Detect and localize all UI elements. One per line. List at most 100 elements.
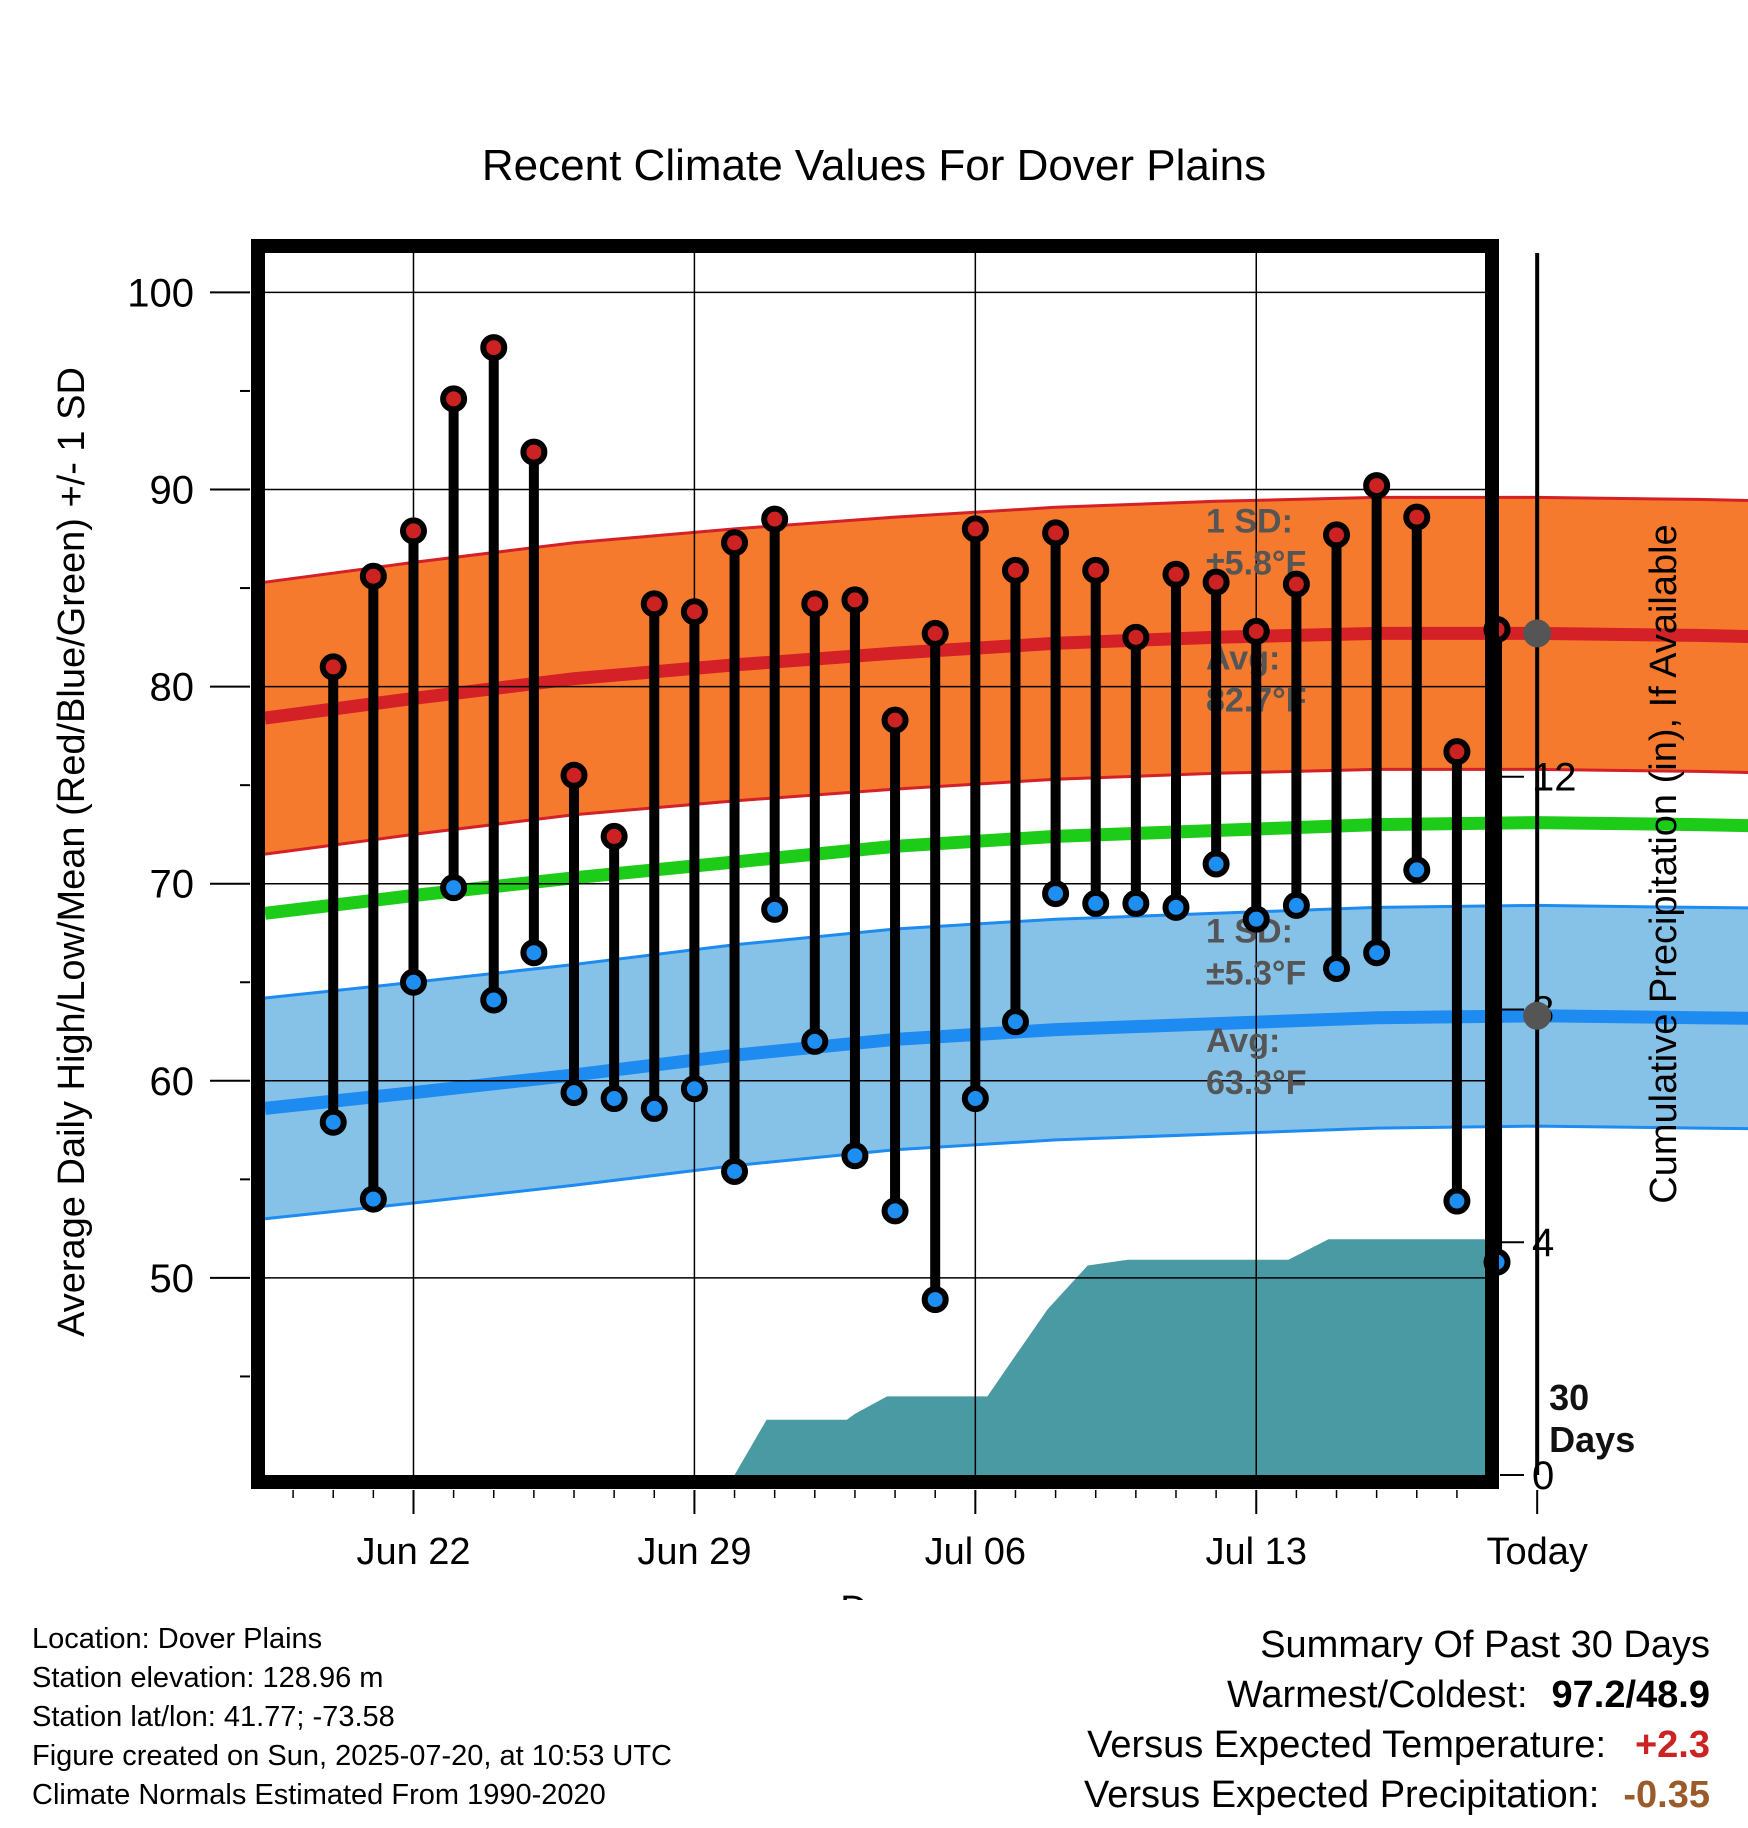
climate-chart: Recent Climate Values For Dover Plains 5… [51, 141, 1748, 1600]
low-marker [801, 1027, 829, 1055]
y2-axis-label: Cumulative Precipitation (in), If Availa… [1643, 524, 1685, 1203]
x-axis-label: Day [840, 1589, 908, 1600]
high-marker [921, 619, 949, 647]
low-marker [1363, 939, 1391, 967]
precip-value: -0.35 [1623, 1774, 1710, 1816]
low-marker [1162, 893, 1190, 921]
y-tick-label: 50 [150, 1257, 195, 1301]
normal-bands [264, 495, 1748, 1221]
high-marker [1082, 556, 1110, 584]
plot-frame [251, 239, 1499, 1489]
low-marker [640, 1094, 668, 1122]
x-tick-label: Today [1486, 1531, 1587, 1573]
daily-range-stems [328, 347, 1503, 1300]
high-marker [399, 517, 427, 545]
precipitation-area [734, 1239, 1530, 1475]
summary-panel: Summary Of Past 30 Days Warmest/Coldest:… [1084, 1620, 1710, 1820]
high-avg-point [1523, 619, 1552, 648]
x-tick-label: Jul 13 [1206, 1531, 1307, 1573]
high-marker [841, 586, 869, 614]
station-info: Location: Dover Plains Station elevation… [32, 1620, 672, 1815]
y2-tick-label: 4 [1532, 1221, 1554, 1265]
high-marker [801, 590, 829, 618]
high-marker [1242, 617, 1270, 645]
annotation-high-sd-label: 1 SD: [1206, 502, 1293, 540]
high-marker [1042, 519, 1070, 547]
low-marker [921, 1286, 949, 1314]
high-normal-band-upper [264, 495, 1748, 584]
y-axis-label: Average Daily High/Low/Mean (Red/Blue/Gr… [51, 367, 93, 1337]
low-marker [399, 968, 427, 996]
low-marker [961, 1085, 989, 1113]
high-marker [1363, 472, 1391, 500]
annotation-low-avg-value: 63.3°F [1206, 1064, 1307, 1102]
high-marker [440, 385, 468, 413]
high-marker [881, 706, 909, 734]
summary-precip: Versus Expected Precipitation: -0.35 [1084, 1770, 1710, 1820]
high-normal-band [265, 497, 1748, 855]
info-normals: Climate Normals Estimated From 1990-2020 [32, 1779, 606, 1811]
low-marker [1323, 954, 1351, 982]
low-marker [761, 895, 789, 923]
window-days-number: 30 [1549, 1377, 1589, 1418]
low-marker [1242, 905, 1270, 933]
warm-cold-label: Warmest/Coldest: [1226, 1674, 1528, 1716]
low-marker [520, 939, 548, 967]
x-tick-label: Jun 29 [637, 1531, 751, 1573]
info-created: Figure created on Sun, 2025-07-20, at 10… [32, 1740, 672, 1772]
low-marker [1443, 1187, 1471, 1215]
low-normal-band-lower [264, 1124, 1748, 1221]
y-tick-label: 80 [150, 666, 195, 710]
high-marker [961, 515, 989, 543]
low-avg-point [1523, 1001, 1552, 1030]
high-marker [1282, 570, 1310, 598]
temp-label: Versus Expected Temperature: [1087, 1724, 1606, 1766]
low-marker [721, 1157, 749, 1185]
low-marker [1403, 856, 1431, 884]
high-marker [1443, 738, 1471, 766]
low-marker [440, 874, 468, 902]
low-marker [841, 1142, 869, 1170]
info-elevation: Station elevation: 128.96 m [32, 1662, 384, 1694]
precip-label: Versus Expected Precipitation: [1083, 1774, 1600, 1816]
high-marker [1162, 560, 1190, 588]
low-marker [560, 1079, 588, 1107]
high-marker [761, 505, 789, 533]
high-marker [1001, 556, 1029, 584]
low-marker [1001, 1008, 1029, 1036]
low-marker [600, 1085, 628, 1113]
high-marker [1403, 503, 1431, 531]
low-marker [1282, 891, 1310, 919]
low-marker [319, 1108, 347, 1136]
x-tick-label: Jun 22 [356, 1531, 470, 1573]
info-location: Location: Dover Plains [32, 1623, 323, 1655]
low-marker [1082, 889, 1110, 917]
window-days-label: Days [1549, 1419, 1635, 1460]
mean-normal-line [264, 816, 1748, 920]
low-normal-band-upper [264, 903, 1748, 1000]
low-marker [480, 986, 508, 1014]
y-tick-label: 90 [150, 469, 195, 513]
low-marker [1122, 889, 1150, 917]
x-tick-label: Jul 06 [925, 1531, 1026, 1573]
low-marker [1042, 880, 1070, 908]
y2-tick-label: 12 [1532, 756, 1577, 800]
summary-temp: Versus Expected Temperature: +2.3 [1084, 1720, 1710, 1770]
high-marker [600, 822, 628, 850]
y-tick-label: 60 [150, 1060, 195, 1104]
high-marker [640, 590, 668, 618]
high-marker [1122, 623, 1150, 651]
high-marker [480, 334, 508, 362]
low-marker [881, 1197, 909, 1225]
high-marker [680, 598, 708, 626]
y-tick-label: 70 [150, 863, 195, 907]
high-marker [359, 562, 387, 590]
high-marker [1323, 521, 1351, 549]
low-marker [680, 1075, 708, 1103]
high-marker [1202, 568, 1230, 596]
low-marker [359, 1185, 387, 1213]
high-marker [520, 438, 548, 466]
annotation-low-avg-label: Avg: [1206, 1022, 1280, 1060]
warm-cold-value: 97.2/48.9 [1551, 1674, 1710, 1716]
